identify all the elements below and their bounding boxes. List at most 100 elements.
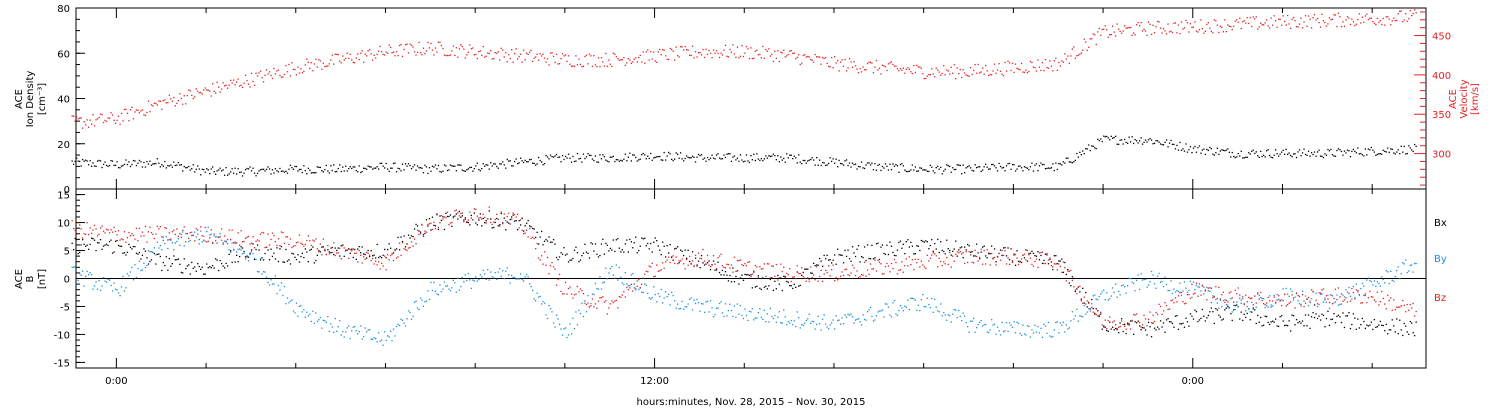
- data-point: [180, 97, 182, 100]
- data-point: [1164, 302, 1166, 304]
- data-point: [958, 249, 960, 251]
- field-tick-label: 0: [64, 275, 70, 286]
- data-point: [485, 222, 487, 224]
- data-point: [1049, 335, 1051, 337]
- data-point: [955, 309, 957, 311]
- data-point: [835, 277, 837, 279]
- data-point: [835, 263, 837, 265]
- data-point: [141, 269, 144, 271]
- data-point: [538, 257, 540, 259]
- data-point: [633, 242, 635, 244]
- data-point: [726, 55, 728, 57]
- data-point: [343, 59, 345, 61]
- data-point: [1152, 322, 1154, 324]
- data-point: [529, 51, 531, 53]
- data-point: [276, 170, 278, 172]
- data-point: [935, 67, 937, 69]
- data-point: [93, 285, 96, 287]
- data-point: [1273, 296, 1275, 298]
- data-point: [697, 260, 700, 262]
- data-point: [1207, 314, 1209, 317]
- data-point: [1041, 164, 1044, 166]
- data-point: [493, 221, 495, 223]
- data-point: [971, 250, 973, 253]
- data-point: [249, 252, 251, 254]
- data-point: [532, 289, 534, 292]
- data-point: [620, 59, 622, 61]
- data-point: [1307, 15, 1310, 17]
- data-point: [1384, 303, 1386, 305]
- data-point: [1309, 155, 1311, 157]
- data-point: [1331, 154, 1334, 156]
- data-point: [1167, 146, 1169, 148]
- data-point: [1298, 303, 1301, 305]
- data-point: [258, 240, 260, 242]
- data-point: [886, 303, 888, 305]
- data-point: [520, 219, 522, 221]
- data-point: [1074, 315, 1076, 317]
- data-point: [668, 151, 670, 154]
- data-point: [156, 158, 158, 160]
- data-point: [1370, 321, 1372, 323]
- data-point: [363, 336, 365, 338]
- data-point: [1035, 163, 1038, 165]
- data-point: [1349, 295, 1352, 297]
- data-point: [1403, 145, 1405, 148]
- data-point: [249, 243, 251, 245]
- data-point: [1192, 26, 1195, 28]
- data-point: [129, 109, 132, 111]
- data-point: [768, 321, 770, 323]
- data-point: [83, 121, 85, 123]
- data-point: [693, 57, 695, 59]
- data-point: [1050, 65, 1053, 67]
- data-point: [1379, 20, 1381, 22]
- data-point: [1281, 315, 1283, 317]
- data-point: [114, 288, 117, 290]
- data-point: [1291, 314, 1293, 316]
- data-point: [120, 245, 123, 247]
- data-point: [845, 268, 848, 270]
- data-point: [102, 163, 105, 165]
- data-point: [1171, 31, 1174, 34]
- data-point: [914, 253, 916, 255]
- data-point: [893, 258, 896, 261]
- data-point: [1177, 149, 1180, 151]
- data-point: [398, 168, 401, 170]
- data-point: [1324, 326, 1326, 328]
- data-point: [1227, 24, 1229, 26]
- data-point: [1258, 156, 1260, 158]
- data-point: [877, 69, 879, 71]
- data-point: [609, 247, 611, 250]
- data-point: [1340, 303, 1343, 305]
- data-point: [79, 224, 81, 226]
- data-point: [599, 297, 601, 299]
- data-point: [176, 259, 178, 261]
- data-point: [977, 260, 979, 262]
- data-point: [691, 260, 694, 262]
- data-point: [854, 319, 857, 321]
- data-point: [337, 54, 339, 56]
- data-point: [831, 160, 833, 163]
- data-point: [1351, 150, 1353, 153]
- data-point: [307, 235, 309, 237]
- data-point: [705, 48, 707, 50]
- data-point: [606, 160, 608, 162]
- data-point: [1065, 273, 1067, 276]
- data-point: [1016, 250, 1018, 252]
- data-point: [1346, 301, 1349, 303]
- data-point: [536, 231, 538, 233]
- data-point: [328, 63, 330, 65]
- data-point: [648, 59, 650, 61]
- data-point: [221, 228, 223, 230]
- data-point: [768, 263, 770, 265]
- data-point: [373, 54, 375, 56]
- data-point: [660, 254, 662, 256]
- data-point: [1367, 18, 1369, 21]
- data-point: [905, 306, 907, 308]
- data-point: [564, 327, 567, 329]
- data-point: [1397, 333, 1399, 335]
- data-point: [398, 44, 401, 47]
- data-point: [1068, 270, 1070, 272]
- data-point: [390, 167, 392, 169]
- data-point: [581, 255, 583, 257]
